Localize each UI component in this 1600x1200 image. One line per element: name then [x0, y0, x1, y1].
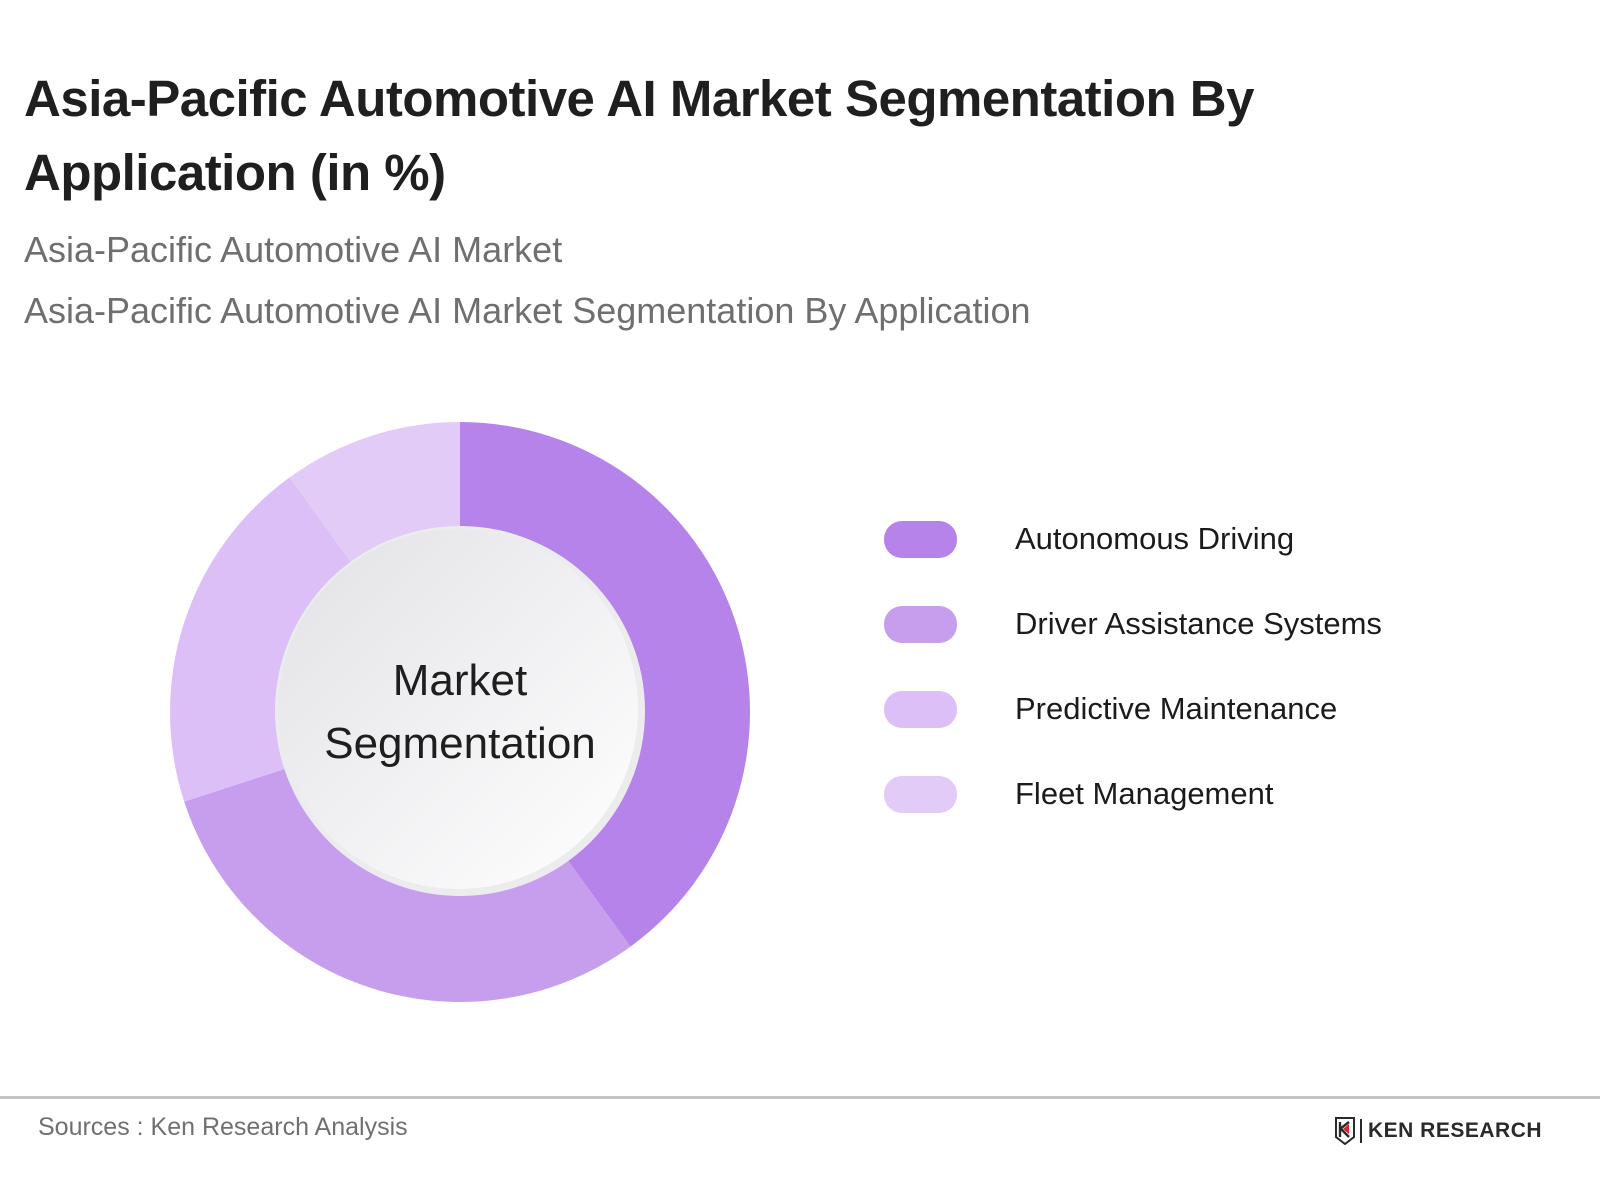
chart-legend: Autonomous Driving Driver Assistance Sys… — [884, 520, 1382, 860]
footer-divider — [0, 1096, 1600, 1099]
brand-name: KEN RESEARCH — [1368, 1119, 1543, 1142]
ken-research-logo-icon — [1335, 1117, 1355, 1145]
chart-title: Asia-Pacific Automotive AI Market Segmen… — [24, 70, 1255, 201]
legend-item-autonomous-driving[interactable]: Autonomous Driving — [884, 520, 1382, 558]
legend-swatch-icon — [884, 520, 957, 558]
donut-chart: Market Segmentation — [160, 412, 760, 1012]
donut-hub — [278, 529, 638, 889]
legend-swatch-icon — [884, 775, 957, 813]
legend-label: Autonomous Driving — [1015, 521, 1295, 556]
legend-item-predictive-maintenance[interactable]: Predictive Maintenance — [884, 690, 1382, 728]
source-note: Sources : Ken Research Analysis — [38, 1113, 408, 1141]
logo-separator — [1360, 1119, 1362, 1143]
legend-item-driver-assistance-systems[interactable]: Driver Assistance Systems — [884, 605, 1382, 643]
chart-subtitle-market: Asia-Pacific Automotive AI Market — [24, 229, 563, 270]
legend-label: Driver Assistance Systems — [1015, 606, 1382, 641]
legend-swatch-icon — [884, 605, 957, 643]
brand-logo: KEN RESEARCH — [1334, 1117, 1542, 1145]
donut-svg — [170, 422, 751, 1002]
legend-item-fleet-management[interactable]: Fleet Management — [884, 775, 1382, 813]
chart-subtitle-segmentation: Asia-Pacific Automotive AI Market Segmen… — [24, 290, 1031, 331]
legend-label: Predictive Maintenance — [1015, 691, 1338, 726]
legend-swatch-icon — [884, 690, 957, 728]
legend-label: Fleet Management — [1015, 776, 1274, 811]
